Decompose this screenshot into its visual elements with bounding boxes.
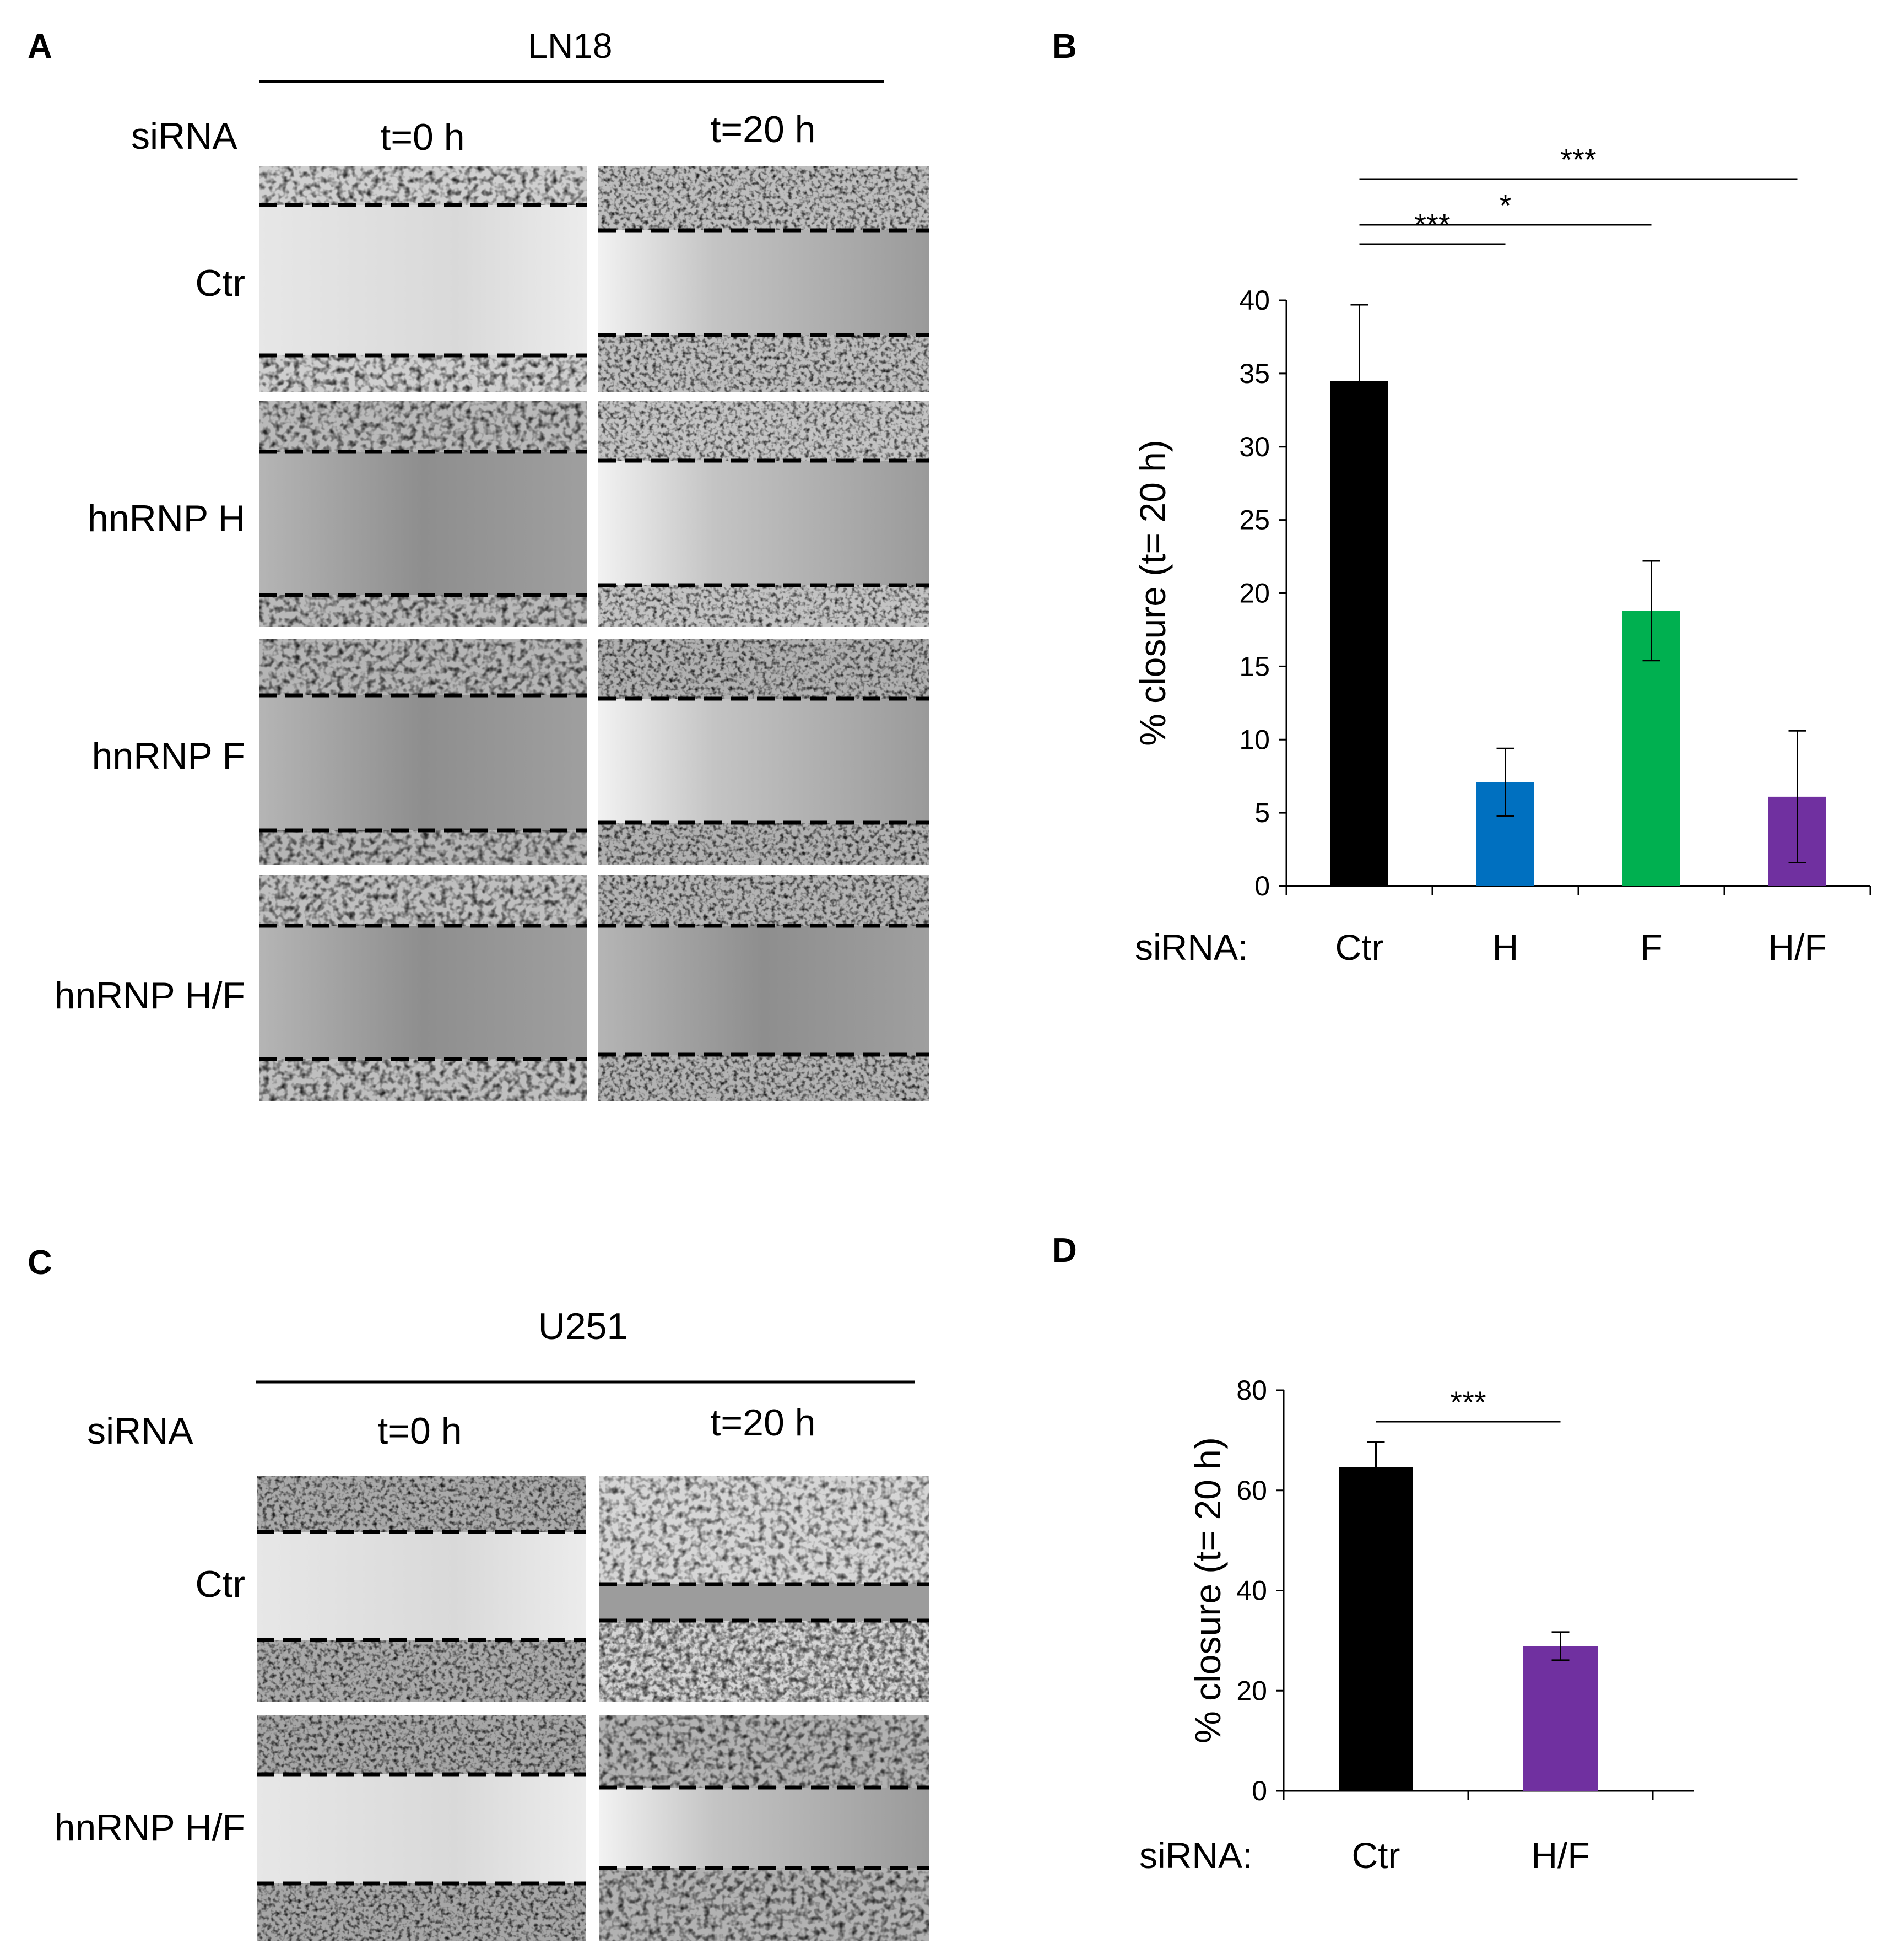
y-tick-label: 20 <box>1239 578 1270 609</box>
y-tick-label: 10 <box>1239 724 1270 755</box>
y-tick-label: 60 <box>1236 1475 1267 1506</box>
significance-label: *** <box>1560 142 1596 177</box>
micrograph-f-20h <box>598 639 929 865</box>
row-label-hnrnp-f: hnRNP F <box>92 735 245 777</box>
x-axis-prefix: siRNA: <box>1139 1835 1252 1876</box>
panel-letter-a: A <box>28 28 52 66</box>
y-tick-label: 30 <box>1239 431 1270 462</box>
row-label-hnrnp-h: hnRNP H <box>88 498 245 539</box>
row-label-c-ctr: Ctr <box>195 1563 245 1605</box>
x-category-label: H <box>1492 927 1519 968</box>
cell-line-label-c: U251 <box>538 1305 628 1347</box>
time-label-c-0: t=0 h <box>377 1410 462 1452</box>
micrograph-c-ctr-0h <box>257 1476 586 1702</box>
y-tick-label: 35 <box>1239 358 1270 389</box>
significance-label: * <box>1500 188 1512 223</box>
y-tick-label: 25 <box>1239 505 1270 536</box>
significance-label: *** <box>1450 1385 1486 1419</box>
micrograph-h-20h <box>598 401 929 627</box>
panel-letter-c: C <box>28 1244 52 1282</box>
panel-a: A LN18 siRNA t=0 h t=20 h Ctr hnRNP H hn… <box>28 26 929 1101</box>
y-tick-label: 20 <box>1236 1675 1267 1706</box>
micrograph-ctr-0h <box>259 166 587 392</box>
y-tick-label: 0 <box>1252 1775 1267 1806</box>
y-tick-label: 15 <box>1239 651 1270 682</box>
y-axis-label: % closure (t= 20 h) <box>1132 440 1173 746</box>
x-category-label: Ctr <box>1352 1835 1400 1876</box>
y-tick-label: 40 <box>1239 285 1270 316</box>
row-label-hnrnp-hf: hnRNP H/F <box>55 975 245 1017</box>
y-tick-label: 5 <box>1254 797 1270 828</box>
sirna-header-a: siRNA <box>131 115 237 157</box>
micrograph-h-0h <box>259 401 587 627</box>
panel-b: B 0 5 10 15 20 25 30 35 40 Ctr H F H/F siRNA: % closur… <box>1052 28 1871 968</box>
micrograph-c-hf-20h <box>599 1715 929 1941</box>
y-tick-label: 40 <box>1236 1575 1267 1606</box>
micrograph-c-hf-0h <box>257 1715 586 1941</box>
time-label-c-20: t=20 h <box>711 1402 816 1444</box>
x-category-label: H/F <box>1531 1835 1589 1876</box>
micrograph-f-0h <box>259 639 587 865</box>
panel-letter-d: D <box>1052 1232 1077 1270</box>
time-label-a-0: t=0 h <box>380 116 464 158</box>
x-axis-prefix: siRNA: <box>1135 927 1248 968</box>
row-label-ctr: Ctr <box>195 262 245 304</box>
cell-line-label-a: LN18 <box>528 26 613 66</box>
x-category-label: Ctr <box>1335 927 1384 968</box>
y-axis-label: % closure (t= 20 h) <box>1187 1437 1228 1743</box>
micrograph-hf-0h <box>259 875 587 1101</box>
y-tick-label: 0 <box>1254 871 1270 901</box>
micrograph-c-ctr-20h <box>599 1476 929 1702</box>
micrograph-ctr-20h <box>598 166 929 392</box>
chart-b: 0 5 10 15 20 25 30 35 40 Ctr H F H/F siRNA: % closure … <box>1132 142 1871 968</box>
panel-c: C U251 siRNA t=0 h t=20 h Ctr hnRNP H/F <box>28 1244 929 1941</box>
bar-ctr <box>1339 1467 1413 1791</box>
x-category-label: F <box>1640 927 1662 968</box>
y-tick-label: 80 <box>1236 1375 1267 1406</box>
micrograph-hf-20h <box>598 875 929 1101</box>
chart-d: 0 20 40 60 80 Ctr H/F siRNA: % closure (t= 20 h)… <box>1139 1375 1694 1876</box>
panel-d: D 0 20 40 60 80 Ctr H/F siRNA: % closure (t= 20 … <box>1052 1232 1694 1876</box>
bar-hf <box>1523 1646 1598 1791</box>
row-label-c-hnrnp-hf: hnRNP H/F <box>55 1807 245 1849</box>
bar-ctr <box>1330 381 1388 886</box>
panel-letter-b: B <box>1052 28 1077 66</box>
x-category-label: H/F <box>1768 927 1826 968</box>
time-label-a-20: t=20 h <box>711 109 816 150</box>
sirna-header-c: siRNA <box>87 1410 193 1452</box>
